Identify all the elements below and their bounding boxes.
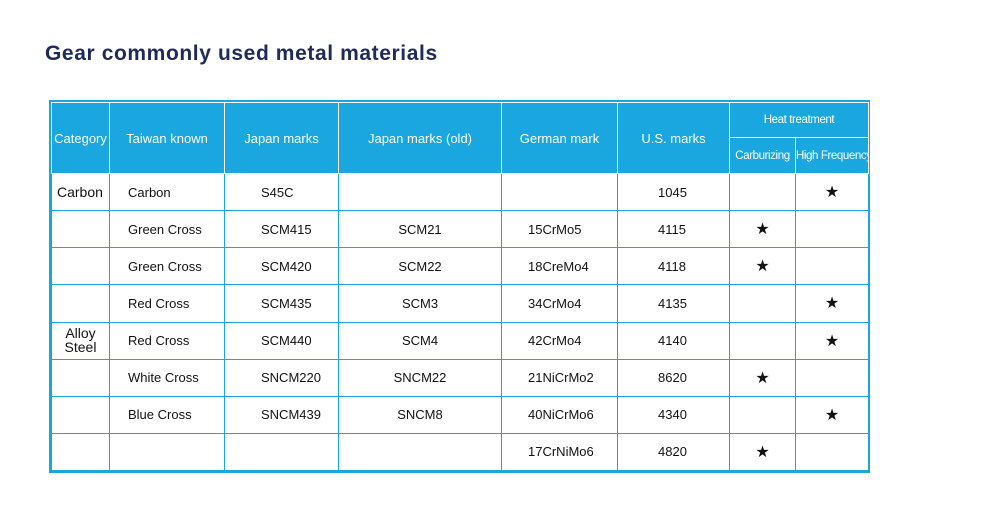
table-row: Green Cross SCM415 SCM21 15CrMo5 4115 ★ [51,210,869,249]
carburizing-cell [729,321,796,360]
table-row: Alloy Steel Red Cross SCM440 SCM4 42CrMo4 414… [51,321,869,360]
table-row: Blue Cross SNCM439 SNCM8 40NiCrMo6 4340 ★ [51,395,869,434]
high-frequency-cell [795,247,869,286]
high-frequency-cell: ★ [795,321,869,360]
japan-marks-old-cell [338,172,502,212]
taiwan-known-cell: Green Cross [109,247,225,286]
german-mark-cell: 15CrMo5 [501,210,618,249]
japan-marks-cell: SNCM220 [224,358,339,397]
japan-marks-old-cell: SCM4 [338,321,502,360]
japan-marks-cell: SCM435 [224,284,339,323]
header-heat-treatment: Heat treatment [729,102,869,138]
category-cell: Alloy Steel [51,321,110,360]
table-row: 17CrNiMo6 4820 ★ [51,432,869,472]
us-marks-cell: 1045 [617,172,730,212]
star-icon: ★ [824,332,840,350]
high-frequency-cell [795,358,869,397]
star-icon: ★ [824,295,840,313]
page-title: Gear commonly used metal materials [45,42,438,65]
high-frequency-cell: ★ [795,284,869,323]
category-cell [51,358,110,397]
header-category: Category [51,102,110,174]
us-marks-cell: 8620 [617,358,730,397]
category-cell [51,210,110,249]
header-high-frequency: High Frequency [795,137,869,174]
header-japan-marks: Japan marks [224,102,339,174]
table-row: White Cross SNCM220 SNCM22 21NiCrMo2 8620 ★ [51,358,869,397]
carburizing-cell: ★ [729,210,796,249]
german-mark-cell: 21NiCrMo2 [501,358,618,397]
carburizing-cell [729,395,796,434]
header-taiwan-known: Taiwan known [109,102,225,174]
german-mark-cell: 17CrNiMo6 [501,432,618,472]
german-mark-cell: 40NiCrMo6 [501,395,618,434]
taiwan-known-cell: Carbon [109,172,225,212]
category-cell [51,395,110,434]
header-japan-marks-old: Japan marks (old) [338,102,502,174]
table-row: Red Cross SCM435 SCM3 34CrMo4 4135 ★ [51,284,869,323]
category-cell [51,247,110,286]
german-mark-cell: 42CrMo4 [501,321,618,360]
us-marks-cell: 4115 [617,210,730,249]
header-us-marks: U.S. marks [617,102,730,174]
carburizing-cell: ★ [729,358,796,397]
header-german-mark: German mark [501,102,618,174]
star-icon: ★ [755,258,770,276]
taiwan-known-cell: Red Cross [109,284,225,323]
taiwan-known-cell: Green Cross [109,210,225,249]
us-marks-cell: 4340 [617,395,730,434]
carburizing-cell: ★ [729,432,796,472]
table-row: Carbon Carbon S45C 1045 ★ [51,172,869,212]
us-marks-cell: 4820 [617,432,730,472]
star-icon: ★ [755,443,770,461]
japan-marks-cell: SNCM439 [224,395,339,434]
materials-table: Category Taiwan known Japan marks Japan … [51,102,869,472]
taiwan-known-cell: White Cross [109,358,225,397]
us-marks-cell: 4118 [617,247,730,286]
japan-marks-cell: SCM415 [224,210,339,249]
japan-marks-old-cell: SNCM22 [338,358,502,397]
table-body: Carbon Carbon S45C 1045 ★ Green Cross SCM415 SC… [51,172,869,472]
japan-marks-old-cell: SCM22 [338,247,502,286]
star-icon: ★ [755,369,770,387]
high-frequency-cell: ★ [795,172,869,212]
taiwan-known-cell [109,432,225,472]
japan-marks-old-cell [338,432,502,472]
japan-marks-old-cell: SCM21 [338,210,502,249]
high-frequency-cell: ★ [795,395,869,434]
japan-marks-cell [224,432,339,472]
high-frequency-cell [795,432,869,472]
japan-marks-cell: S45C [224,172,339,212]
header-carburizing: Carburizing [729,137,796,174]
japan-marks-cell: SCM440 [224,321,339,360]
materials-table-frame: Category Taiwan known Japan marks Japan … [49,100,870,473]
star-icon: ★ [824,184,840,202]
us-marks-cell: 4140 [617,321,730,360]
carburizing-cell [729,172,796,212]
carburizing-cell: ★ [729,247,796,286]
japan-marks-cell: SCM420 [224,247,339,286]
german-mark-cell: 34CrMo4 [501,284,618,323]
japan-marks-old-cell: SCM3 [338,284,502,323]
category-cell [51,284,110,323]
category-cell: Carbon [51,172,110,212]
category-cell [51,432,110,472]
taiwan-known-cell: Blue Cross [109,395,225,434]
category-label: Alloy Steel [64,325,97,356]
high-frequency-cell [795,210,869,249]
japan-marks-old-cell: SNCM8 [338,395,502,434]
star-icon: ★ [824,406,840,424]
taiwan-known-cell: Red Cross [109,321,225,360]
carburizing-cell [729,284,796,323]
table-row: Green Cross SCM420 SCM22 18CreMo4 4118 ★ [51,247,869,286]
us-marks-cell: 4135 [617,284,730,323]
german-mark-cell [501,172,618,212]
german-mark-cell: 18CreMo4 [501,247,618,286]
star-icon: ★ [755,221,770,239]
